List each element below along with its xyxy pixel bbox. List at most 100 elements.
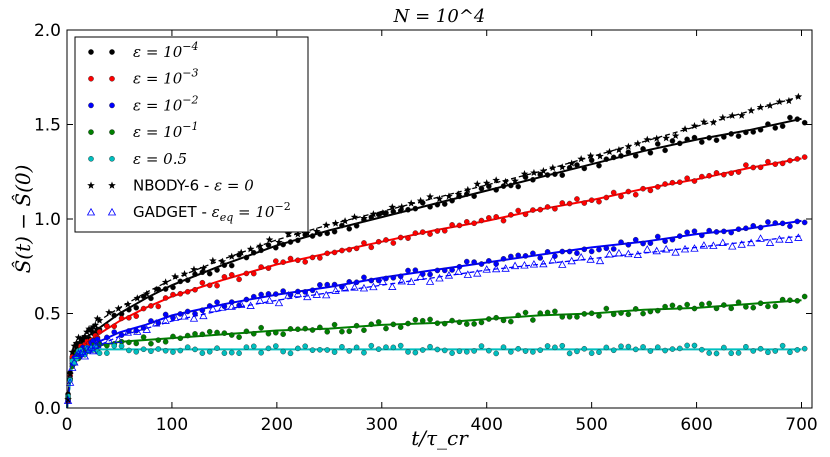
data-point-series-5 xyxy=(171,272,179,280)
data-point-series-6 xyxy=(680,244,690,253)
data-point-series-6 xyxy=(84,345,94,353)
data-point-series-6 xyxy=(614,248,624,257)
data-point-series-4 xyxy=(750,348,757,354)
data-point-series-1 xyxy=(206,282,213,289)
data-point-series-5 xyxy=(728,111,737,119)
data-point-series-6 xyxy=(756,234,765,242)
data-point-series-1 xyxy=(104,323,110,329)
data-point-series-1 xyxy=(258,264,264,270)
data-point-series-6 xyxy=(784,235,794,243)
data-point-series-5 xyxy=(397,202,406,211)
data-point-series-4 xyxy=(757,345,764,352)
data-point-series-6 xyxy=(435,273,444,282)
data-point-series-4 xyxy=(250,343,257,350)
data-point-series-3 xyxy=(684,301,690,308)
data-point-series-4 xyxy=(368,342,375,349)
data-point-series-5 xyxy=(530,168,538,177)
data-point-series-3 xyxy=(478,319,485,326)
fit-line-series-2 xyxy=(66,219,802,409)
data-point-series-4 xyxy=(632,346,639,353)
data-point-series-5 xyxy=(218,257,227,265)
data-point-series-2 xyxy=(390,274,397,281)
data-point-series-4 xyxy=(192,346,198,353)
data-point-series-1 xyxy=(302,259,308,265)
data-point-series-1 xyxy=(434,228,441,234)
data-point-series-6 xyxy=(321,290,331,299)
data-point-series-1 xyxy=(250,270,257,277)
data-point-series-4 xyxy=(177,347,184,354)
data-point-series-6 xyxy=(558,260,567,268)
data-point-series-2 xyxy=(691,228,698,235)
data-point-series-1 xyxy=(199,279,206,286)
data-point-series-6 xyxy=(123,328,133,336)
data-point-series-5 xyxy=(89,322,98,331)
data-point-series-5 xyxy=(671,131,680,140)
data-point-series-4 xyxy=(449,350,455,356)
data-point-series-0 xyxy=(552,171,558,177)
data-point-series-2 xyxy=(228,299,235,305)
data-point-series-2 xyxy=(309,287,316,294)
data-point-series-4 xyxy=(522,348,529,354)
data-point-series-2 xyxy=(111,329,118,335)
data-point-series-3 xyxy=(757,300,764,307)
y-axis-label: Ŝ(t) − Ŝ(0) xyxy=(10,165,35,274)
data-point-series-2 xyxy=(324,281,331,288)
data-point-series-5 xyxy=(312,227,321,235)
data-point-series-3 xyxy=(302,325,308,332)
data-point-series-1 xyxy=(96,328,103,335)
data-point-series-3 xyxy=(258,324,264,331)
data-point-series-3 xyxy=(206,328,213,335)
data-point-series-1 xyxy=(750,164,757,171)
data-point-series-4 xyxy=(280,348,286,355)
data-point-series-3 xyxy=(214,329,220,336)
data-point-series-2 xyxy=(610,246,617,252)
data-point-series-6 xyxy=(378,277,388,285)
data-point-series-4 xyxy=(478,343,485,349)
data-point-series-5 xyxy=(350,213,359,221)
data-point-series-3 xyxy=(162,338,169,345)
data-point-series-3 xyxy=(662,303,668,310)
data-point-series-6 xyxy=(161,316,170,324)
data-point-series-3 xyxy=(228,332,235,338)
legend-marker xyxy=(109,75,115,82)
data-point-series-4 xyxy=(133,349,140,355)
data-point-series-6 xyxy=(567,256,576,265)
data-point-series-2 xyxy=(515,252,521,259)
data-point-series-1 xyxy=(581,200,588,206)
data-point-series-4 xyxy=(647,348,654,354)
data-point-series-4 xyxy=(199,350,206,356)
data-point-series-6 xyxy=(463,270,473,278)
data-point-series-4 xyxy=(265,345,272,352)
data-point-series-1 xyxy=(721,171,727,178)
data-point-series-0 xyxy=(192,271,198,278)
data-point-series-1 xyxy=(456,222,463,229)
data-point-series-0 xyxy=(140,293,147,300)
data-point-series-6 xyxy=(312,290,321,298)
data-point-series-4 xyxy=(331,349,338,355)
data-point-series-2 xyxy=(427,271,433,278)
data-point-series-4 xyxy=(214,345,220,351)
data-point-series-0 xyxy=(669,138,676,144)
x-tick-label: 0 xyxy=(62,415,73,435)
data-point-series-4 xyxy=(699,346,705,353)
data-point-series-3 xyxy=(610,311,617,318)
data-point-series-1 xyxy=(647,187,654,194)
data-point-series-0 xyxy=(772,125,779,131)
data-point-series-2 xyxy=(243,296,250,303)
data-point-series-0 xyxy=(346,225,353,232)
data-point-series-0 xyxy=(449,197,455,204)
data-point-series-2 xyxy=(361,274,367,281)
data-point-series-4 xyxy=(383,344,389,351)
data-point-series-4 xyxy=(104,350,110,356)
data-point-series-5 xyxy=(341,217,349,225)
data-point-series-0 xyxy=(126,306,132,313)
data-point-series-5 xyxy=(388,203,397,211)
data-point-series-3 xyxy=(148,340,154,347)
data-point-series-3 xyxy=(691,305,698,312)
data-point-series-5 xyxy=(199,264,208,272)
data-point-series-2 xyxy=(508,253,514,260)
data-point-series-3 xyxy=(427,316,433,323)
data-point-series-1 xyxy=(699,173,705,180)
data-point-series-4 xyxy=(596,349,602,355)
